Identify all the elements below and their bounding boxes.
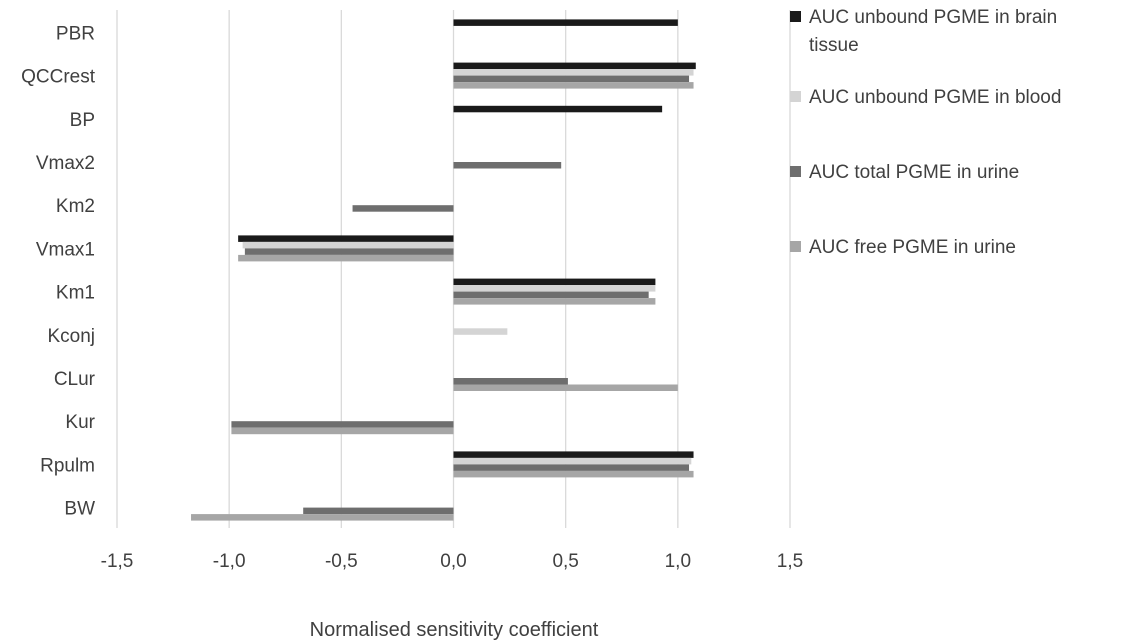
bar: [303, 507, 454, 515]
x-tick-label: -1,0: [213, 551, 246, 572]
bar: [453, 328, 508, 335]
legend-item: AUC unbound PGME in brain tissue: [790, 4, 1109, 60]
bar: [453, 19, 678, 26]
legend-label: AUC unbound PGME in brain tissue: [809, 7, 1058, 56]
x-tick-label: 1,0: [665, 551, 691, 572]
category-labels: PBR QCCrest BP Vmax2 Km2 Vmax1 Km1 Kconj CLur Kur…: [21, 23, 96, 519]
bar: [453, 464, 690, 471]
x-tick-label: -1,5: [101, 551, 134, 572]
category-label: Vmax2: [36, 153, 95, 174]
category-label: Km1: [56, 283, 95, 304]
bar: [242, 241, 454, 249]
bar: [244, 248, 454, 255]
category-label: CLur: [54, 369, 96, 390]
x-tick-labels: -1,5 -1,0 -0,5 0,0 0,5 1,0 1,5: [101, 551, 804, 572]
legend-label: AUC total PGME in urine: [809, 162, 1020, 183]
bar: [231, 427, 454, 435]
category-label: Kconj: [47, 326, 95, 347]
category-label: Km2: [56, 196, 95, 217]
bar: [453, 285, 656, 292]
bar: [453, 291, 649, 299]
bar: [453, 378, 568, 385]
bar: [453, 162, 562, 169]
category-label: BW: [64, 499, 95, 520]
bar: [453, 82, 694, 89]
bar: [238, 235, 454, 242]
legend-item: AUC free PGME in urine: [790, 234, 1109, 262]
legend-swatch: [790, 241, 801, 252]
category-label: PBR: [56, 23, 95, 44]
x-tick-label: 0,0: [440, 551, 466, 572]
legend-swatch: [790, 11, 801, 22]
bar: [191, 514, 454, 521]
category-label: BP: [70, 110, 95, 131]
x-tick-label: 1,5: [777, 551, 803, 572]
x-tick-label: -0,5: [325, 551, 358, 572]
category-label: Rpulm: [40, 455, 95, 476]
bar: [453, 470, 694, 478]
bar: [453, 105, 663, 113]
legend-swatch: [790, 166, 801, 177]
bar: [453, 75, 690, 83]
bar: [453, 457, 692, 465]
bar: [453, 69, 694, 76]
bar: [453, 298, 656, 305]
category-label: QCCrest: [21, 67, 96, 88]
category-label: Kur: [65, 412, 95, 433]
legend-item: AUC unbound PGME in blood: [790, 84, 1109, 112]
bar: [231, 421, 454, 428]
bar: [453, 451, 694, 458]
bar: [238, 254, 454, 262]
x-tick-label: 0,5: [552, 551, 578, 572]
category-label: Vmax1: [36, 239, 95, 260]
bar: [453, 62, 696, 70]
bar: [453, 384, 678, 391]
x-axis-title: Normalised sensitivity coefficient: [310, 619, 599, 641]
bar: [352, 205, 454, 212]
bars: [191, 19, 696, 521]
legend-label: AUC free PGME in urine: [809, 237, 1016, 258]
legend-swatch: [790, 91, 801, 102]
legend-item: AUC total PGME in urine: [790, 159, 1109, 187]
legend-label: AUC unbound PGME in blood: [809, 87, 1062, 108]
bar: [453, 278, 656, 286]
